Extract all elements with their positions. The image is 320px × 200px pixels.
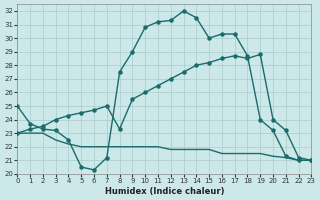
X-axis label: Humidex (Indice chaleur): Humidex (Indice chaleur) xyxy=(105,187,224,196)
